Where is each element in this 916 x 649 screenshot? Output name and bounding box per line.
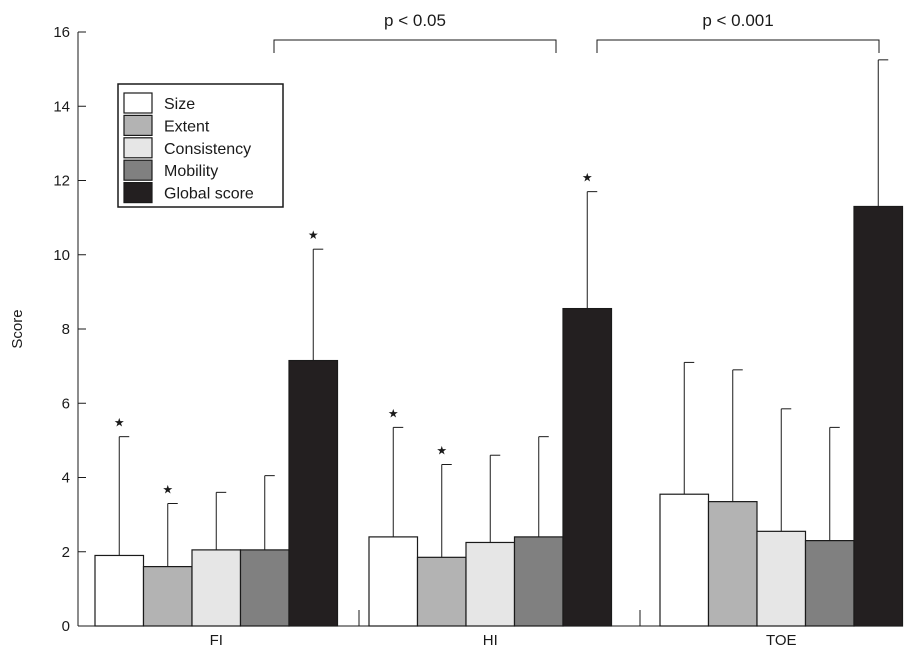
bar-size-fi	[94, 554, 145, 627]
bar-consistency-toe	[756, 530, 807, 627]
p-value-label: p < 0.05	[384, 11, 446, 30]
significance-star: ★	[388, 406, 399, 420]
y-tick-label: 12	[53, 173, 70, 190]
legend-swatch	[123, 159, 153, 181]
significance-star: ★	[582, 171, 593, 185]
axes-layer: 0 2 4 6 8 10 12 14 16 Score FI HI TOE	[9, 24, 903, 649]
significance-star: ★	[436, 444, 447, 458]
bar-extent-toe	[707, 501, 758, 627]
y-ticks: 0 2 4 6 8 10 12 14 16	[53, 24, 641, 635]
legend-label: Mobility	[164, 163, 218, 180]
bar-consistency-fi	[191, 549, 242, 627]
bar-size-hi	[368, 536, 419, 627]
bars-layer: ★ ★ ★ ★ ★ ★	[94, 59, 904, 627]
legend: Size Extent Consistency Mobility Global scor…	[117, 83, 284, 208]
bar-consistency-hi	[465, 541, 516, 627]
bar-extent-hi	[416, 556, 467, 627]
significance-star: ★	[114, 416, 125, 430]
significance-brackets: p < 0.05 p < 0.001	[273, 11, 880, 53]
y-tick-label: 8	[62, 321, 70, 338]
bar-global-score-hi	[562, 307, 613, 627]
legend-label: Consistency	[164, 141, 251, 158]
significance-star: ★	[308, 228, 319, 242]
category-labels: FI HI TOE	[210, 632, 797, 649]
y-tick-label: 4	[62, 470, 70, 487]
y-tick-label: 16	[53, 24, 70, 41]
category-label: FI	[210, 632, 223, 649]
legend-items: Size Extent Consistency Mobility Global scor…	[123, 92, 254, 204]
category-label: TOE	[766, 632, 797, 649]
bar-global-score-fi	[288, 359, 339, 627]
y-tick-label: 10	[53, 247, 70, 264]
y-tick-label: 6	[62, 395, 70, 412]
legend-label: Extent	[164, 118, 210, 135]
bar-mobility-hi	[513, 536, 564, 627]
significance-star: ★	[162, 482, 173, 496]
legend-swatch	[123, 92, 153, 114]
p-value-label: p < 0.001	[702, 11, 773, 30]
bar-global-score-toe	[853, 205, 904, 627]
y-tick-label: 0	[62, 618, 70, 635]
bar-mobility-toe	[804, 540, 855, 627]
category-label: HI	[483, 632, 498, 649]
y-tick-label: 2	[62, 544, 70, 561]
legend-label: Size	[164, 96, 195, 113]
bar-size-toe	[659, 493, 710, 627]
bar-extent-fi	[142, 565, 193, 627]
y-axis-label: Score	[9, 309, 26, 348]
significance-bracket	[273, 39, 557, 53]
legend-swatch	[123, 137, 153, 159]
legend-label: Global score	[164, 186, 254, 203]
bar-mobility-fi	[239, 549, 290, 627]
significance-bracket	[596, 39, 880, 53]
legend-swatch	[123, 114, 153, 137]
legend-swatch	[123, 182, 153, 204]
y-tick-label: 14	[53, 98, 70, 115]
